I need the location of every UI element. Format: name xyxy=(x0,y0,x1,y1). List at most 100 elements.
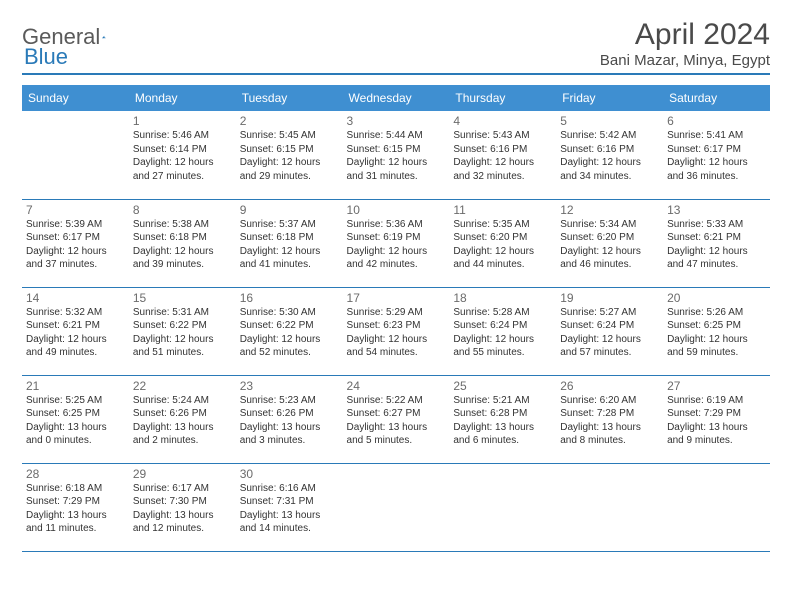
daylight-line: Daylight: 13 hours and 5 minutes. xyxy=(347,421,446,448)
calendar-day-cell: 20Sunrise: 5:26 AMSunset: 6:25 PMDayligh… xyxy=(663,287,770,375)
sunrise-line: Sunrise: 5:35 AM xyxy=(453,218,552,232)
calendar-day-cell: 6Sunrise: 5:41 AMSunset: 6:17 PMDaylight… xyxy=(663,111,770,199)
sunrise-line: Sunrise: 5:33 AM xyxy=(667,218,766,232)
daylight-line: Daylight: 12 hours and 46 minutes. xyxy=(560,245,659,272)
calendar-day-cell: 3Sunrise: 5:44 AMSunset: 6:15 PMDaylight… xyxy=(343,111,450,199)
day-number: 14 xyxy=(26,291,125,305)
sunset-line: Sunset: 6:17 PM xyxy=(26,231,125,245)
day-number: 28 xyxy=(26,467,125,481)
daylight-line: Daylight: 12 hours and 44 minutes. xyxy=(453,245,552,272)
day-number: 19 xyxy=(560,291,659,305)
sunrise-line: Sunrise: 6:20 AM xyxy=(560,394,659,408)
day-number: 1 xyxy=(133,114,232,128)
calendar-day-cell: 10Sunrise: 5:36 AMSunset: 6:19 PMDayligh… xyxy=(343,199,450,287)
day-header: Thursday xyxy=(449,85,556,111)
daylight-line: Daylight: 12 hours and 42 minutes. xyxy=(347,245,446,272)
daylight-line: Daylight: 13 hours and 11 minutes. xyxy=(26,509,125,536)
day-header: Tuesday xyxy=(236,85,343,111)
calendar-day-cell: 19Sunrise: 5:27 AMSunset: 6:24 PMDayligh… xyxy=(556,287,663,375)
sunset-line: Sunset: 6:15 PM xyxy=(347,143,446,157)
calendar-day-cell: 5Sunrise: 5:42 AMSunset: 6:16 PMDaylight… xyxy=(556,111,663,199)
sunrise-line: Sunrise: 5:39 AM xyxy=(26,218,125,232)
day-number: 4 xyxy=(453,114,552,128)
calendar-day-cell: 14Sunrise: 5:32 AMSunset: 6:21 PMDayligh… xyxy=(22,287,129,375)
calendar-day-cell: 1Sunrise: 5:46 AMSunset: 6:14 PMDaylight… xyxy=(129,111,236,199)
day-number: 26 xyxy=(560,379,659,393)
sunset-line: Sunset: 6:27 PM xyxy=(347,407,446,421)
logo-text-blue: Blue xyxy=(24,44,68,69)
day-header: Wednesday xyxy=(343,85,450,111)
day-number: 30 xyxy=(240,467,339,481)
daylight-line: Daylight: 12 hours and 37 minutes. xyxy=(26,245,125,272)
day-number: 3 xyxy=(347,114,446,128)
day-number: 16 xyxy=(240,291,339,305)
daylight-line: Daylight: 13 hours and 2 minutes. xyxy=(133,421,232,448)
sunrise-line: Sunrise: 5:30 AM xyxy=(240,306,339,320)
sunrise-line: Sunrise: 6:19 AM xyxy=(667,394,766,408)
logo-text-blue-wrap: Blue xyxy=(24,44,68,70)
day-number: 29 xyxy=(133,467,232,481)
daylight-line: Daylight: 13 hours and 6 minutes. xyxy=(453,421,552,448)
sunset-line: Sunset: 6:19 PM xyxy=(347,231,446,245)
daylight-line: Daylight: 12 hours and 55 minutes. xyxy=(453,333,552,360)
calendar-day-cell: 4Sunrise: 5:43 AMSunset: 6:16 PMDaylight… xyxy=(449,111,556,199)
sunrise-line: Sunrise: 5:42 AM xyxy=(560,129,659,143)
calendar-header-row: SundayMondayTuesdayWednesdayThursdayFrid… xyxy=(22,85,770,111)
daylight-line: Daylight: 13 hours and 0 minutes. xyxy=(26,421,125,448)
daylight-line: Daylight: 12 hours and 47 minutes. xyxy=(667,245,766,272)
sunset-line: Sunset: 6:26 PM xyxy=(240,407,339,421)
sunset-line: Sunset: 6:17 PM xyxy=(667,143,766,157)
day-header: Saturday xyxy=(663,85,770,111)
day-header: Sunday xyxy=(22,85,129,111)
sunset-line: Sunset: 6:14 PM xyxy=(133,143,232,157)
calendar-day-cell: 9Sunrise: 5:37 AMSunset: 6:18 PMDaylight… xyxy=(236,199,343,287)
day-header: Friday xyxy=(556,85,663,111)
calendar-week-row: 21Sunrise: 5:25 AMSunset: 6:25 PMDayligh… xyxy=(22,375,770,463)
daylight-line: Daylight: 13 hours and 12 minutes. xyxy=(133,509,232,536)
calendar-day-cell: 29Sunrise: 6:17 AMSunset: 7:30 PMDayligh… xyxy=(129,463,236,551)
sunrise-line: Sunrise: 6:17 AM xyxy=(133,482,232,496)
calendar-day-cell: 23Sunrise: 5:23 AMSunset: 6:26 PMDayligh… xyxy=(236,375,343,463)
sunset-line: Sunset: 7:31 PM xyxy=(240,495,339,509)
sunset-line: Sunset: 6:24 PM xyxy=(560,319,659,333)
header: General April 2024 Bani Mazar, Minya, Eg… xyxy=(22,18,770,75)
sunrise-line: Sunrise: 5:27 AM xyxy=(560,306,659,320)
calendar-body: 1Sunrise: 5:46 AMSunset: 6:14 PMDaylight… xyxy=(22,111,770,551)
daylight-line: Daylight: 12 hours and 59 minutes. xyxy=(667,333,766,360)
calendar-day-cell: 17Sunrise: 5:29 AMSunset: 6:23 PMDayligh… xyxy=(343,287,450,375)
daylight-line: Daylight: 12 hours and 34 minutes. xyxy=(560,156,659,183)
sunset-line: Sunset: 6:16 PM xyxy=(560,143,659,157)
calendar-day-cell: 12Sunrise: 5:34 AMSunset: 6:20 PMDayligh… xyxy=(556,199,663,287)
calendar-day-cell xyxy=(556,463,663,551)
calendar-day-cell: 8Sunrise: 5:38 AMSunset: 6:18 PMDaylight… xyxy=(129,199,236,287)
sunrise-line: Sunrise: 5:29 AM xyxy=(347,306,446,320)
daylight-line: Daylight: 12 hours and 49 minutes. xyxy=(26,333,125,360)
calendar-day-cell: 27Sunrise: 6:19 AMSunset: 7:29 PMDayligh… xyxy=(663,375,770,463)
sunrise-line: Sunrise: 5:34 AM xyxy=(560,218,659,232)
daylight-line: Daylight: 12 hours and 36 minutes. xyxy=(667,156,766,183)
daylight-line: Daylight: 12 hours and 31 minutes. xyxy=(347,156,446,183)
sunrise-line: Sunrise: 5:44 AM xyxy=(347,129,446,143)
calendar-day-cell: 15Sunrise: 5:31 AMSunset: 6:22 PMDayligh… xyxy=(129,287,236,375)
day-number: 20 xyxy=(667,291,766,305)
day-number: 6 xyxy=(667,114,766,128)
day-number: 18 xyxy=(453,291,552,305)
calendar-day-cell: 11Sunrise: 5:35 AMSunset: 6:20 PMDayligh… xyxy=(449,199,556,287)
sunset-line: Sunset: 6:20 PM xyxy=(560,231,659,245)
calendar-day-cell xyxy=(343,463,450,551)
sunset-line: Sunset: 6:24 PM xyxy=(453,319,552,333)
sunset-line: Sunset: 7:30 PM xyxy=(133,495,232,509)
calendar-day-cell: 7Sunrise: 5:39 AMSunset: 6:17 PMDaylight… xyxy=(22,199,129,287)
month-title: April 2024 xyxy=(542,18,770,52)
calendar-day-cell: 2Sunrise: 5:45 AMSunset: 6:15 PMDaylight… xyxy=(236,111,343,199)
sunset-line: Sunset: 6:21 PM xyxy=(26,319,125,333)
sunrise-line: Sunrise: 5:36 AM xyxy=(347,218,446,232)
calendar-week-row: 28Sunrise: 6:18 AMSunset: 7:29 PMDayligh… xyxy=(22,463,770,551)
sunset-line: Sunset: 7:28 PM xyxy=(560,407,659,421)
daylight-line: Daylight: 12 hours and 29 minutes. xyxy=(240,156,339,183)
day-number: 2 xyxy=(240,114,339,128)
day-number: 27 xyxy=(667,379,766,393)
day-number: 17 xyxy=(347,291,446,305)
day-number: 13 xyxy=(667,203,766,217)
sunset-line: Sunset: 6:25 PM xyxy=(26,407,125,421)
